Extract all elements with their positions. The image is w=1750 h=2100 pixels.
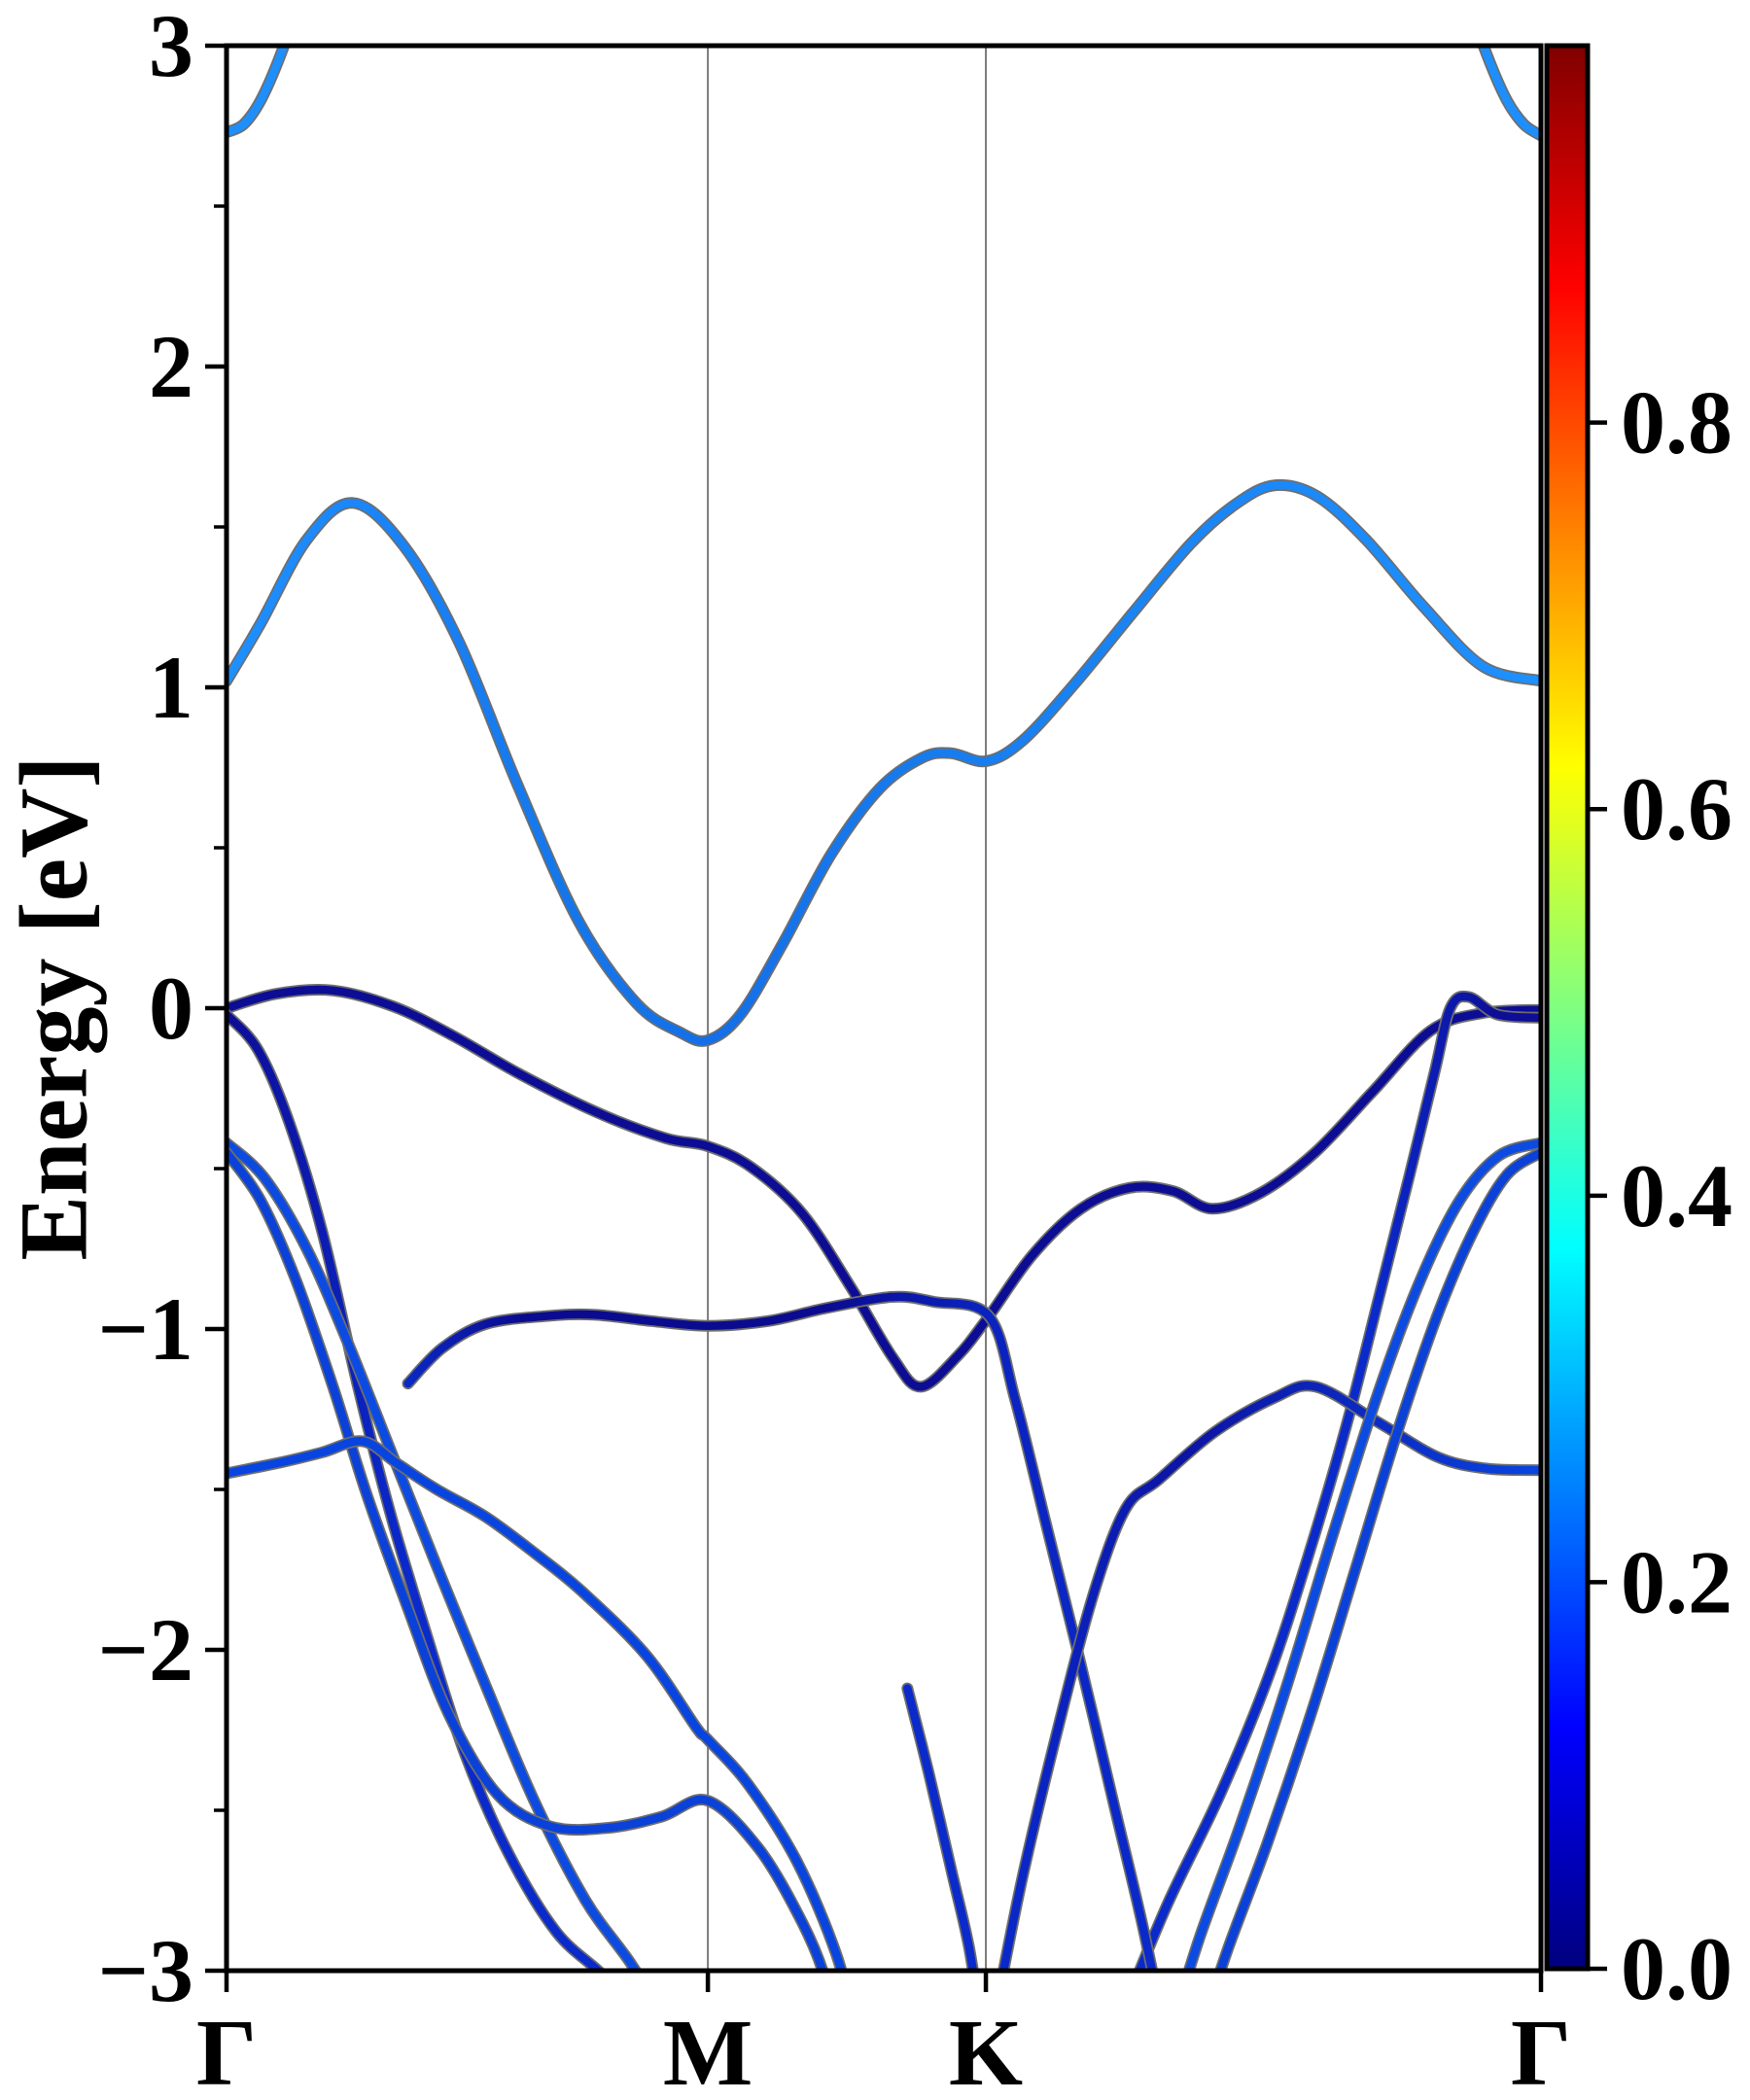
x-tick-label: K bbox=[949, 2001, 1023, 2100]
colorbar-tick-label: 0.2 bbox=[1621, 1532, 1732, 1631]
y-tick-label: 2 bbox=[149, 317, 193, 416]
x-tick-label: M bbox=[663, 2001, 753, 2100]
y-tick-label: 3 bbox=[149, 0, 193, 95]
colorbar-tick-label: 0.4 bbox=[1621, 1146, 1732, 1245]
y-tick-label: −3 bbox=[98, 1921, 193, 2020]
band-valence-band-1 bbox=[227, 985, 1541, 1391]
band-conduction-upper-right bbox=[1479, 46, 1541, 140]
band-valence-band-5-left bbox=[227, 1437, 846, 1971]
band-valence-band-2-left bbox=[227, 1010, 605, 1971]
y-tick-label: 0 bbox=[149, 959, 193, 1058]
band-valence-band-3-left bbox=[227, 1138, 641, 1971]
band-conduction-upper-left bbox=[227, 46, 289, 137]
band-outline-conduction-upper-left bbox=[227, 46, 291, 139]
band-outline-valence-band-5-left bbox=[227, 1435, 848, 1971]
bands-group bbox=[227, 46, 1541, 1971]
band-conduction-band bbox=[227, 480, 1541, 1046]
band-valence-band-3-right bbox=[1184, 1138, 1541, 1971]
band-outline-valence-band-5-right bbox=[998, 1380, 1541, 1971]
band-valence-band-6 bbox=[403, 1292, 1157, 1971]
x-tick-label: Γ bbox=[1511, 2001, 1571, 2100]
band-valence-band-4-left bbox=[227, 1148, 827, 1971]
band-k-valley-left-arm bbox=[903, 1684, 978, 1971]
band-valence-band-2-right bbox=[1135, 992, 1541, 1971]
y-tick-label: −2 bbox=[98, 1600, 193, 1699]
colorbar-tick-label: 0.6 bbox=[1621, 759, 1732, 858]
colorbar-border bbox=[1544, 43, 1591, 1972]
plot-border bbox=[224, 43, 1544, 1974]
y-axis-label: Energy [eV] bbox=[0, 755, 108, 1260]
colorbar: 0.8 0.6 0.4 0.2 0.0 bbox=[1544, 43, 1732, 2018]
band-outline-valence-band-4-right bbox=[1214, 1146, 1541, 1971]
band-outline-valence-band-1 bbox=[227, 983, 1541, 1393]
y-tick-label: 1 bbox=[149, 638, 193, 737]
band-outline-conduction-upper-right bbox=[1477, 46, 1541, 142]
x-tick-label: Γ bbox=[196, 2001, 257, 2100]
gridlines bbox=[707, 46, 988, 1971]
colorbar-tick-label: 0.8 bbox=[1621, 373, 1732, 472]
colorbar-gradient bbox=[1547, 46, 1588, 1969]
y-tick-label: −1 bbox=[98, 1279, 193, 1379]
band-outline-valence-band-6 bbox=[402, 1290, 1159, 1971]
band-valence-band-5-right bbox=[998, 1382, 1541, 1971]
colorbar-tick-label: 0.0 bbox=[1621, 1919, 1732, 2018]
band-valence-band-4-right bbox=[1215, 1148, 1541, 1971]
